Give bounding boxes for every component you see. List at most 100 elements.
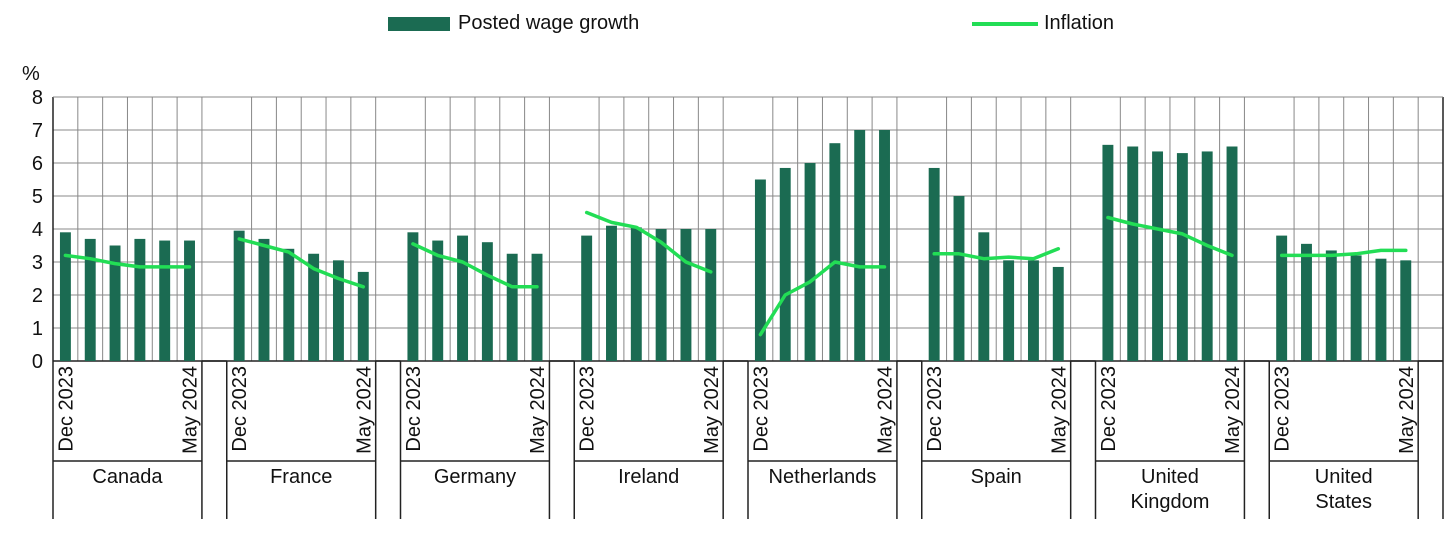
legend-label-inflation: Inflation <box>1044 12 1115 34</box>
bar-wage <box>1127 146 1139 361</box>
category-label: Ireland <box>618 466 679 488</box>
y-tick-label: 1 <box>32 318 43 340</box>
bar-wage <box>655 229 667 361</box>
x-tick-label: May 2024 <box>1222 366 1244 454</box>
line-inflation <box>932 247 1061 261</box>
bar-wage <box>879 130 890 361</box>
bar-wage <box>978 232 990 361</box>
category-label: Spain <box>971 466 1022 488</box>
category-label: Germany <box>434 466 516 488</box>
bar-wage <box>184 240 195 361</box>
bar-wage <box>59 232 71 361</box>
bar-wage <box>1052 266 1064 361</box>
x-tick-label: May 2024 <box>1048 366 1070 454</box>
line-inflation <box>758 260 887 337</box>
y-tick-label: 5 <box>32 186 43 208</box>
x-tick-label: May 2024 <box>353 366 375 454</box>
y-tick-label: 0 <box>32 351 43 373</box>
bar-wage <box>1201 151 1213 361</box>
x-tick-label: Dec 2023 <box>403 366 425 452</box>
line-inflation <box>584 210 713 274</box>
x-tick-label: May 2024 <box>875 366 897 454</box>
y-tick-label: 2 <box>32 285 43 307</box>
bar-wage <box>804 163 816 361</box>
bar-wage <box>134 238 146 361</box>
x-tick-label: Dec 2023 <box>750 366 772 452</box>
category-label: Canada <box>92 466 163 488</box>
bar-wage <box>1102 144 1114 361</box>
x-tick-label: Dec 2023 <box>924 366 946 452</box>
bar-wage <box>159 240 171 361</box>
bar-wage <box>481 242 493 361</box>
bar-wage <box>308 253 320 361</box>
line-inflation <box>1279 248 1408 258</box>
bar-wage <box>1176 153 1188 361</box>
category-label: Netherlands <box>769 466 877 488</box>
bar-wage <box>779 167 791 361</box>
y-tick-label: 6 <box>32 153 43 175</box>
bar-wage <box>1301 243 1312 361</box>
y-tick-label: 8 <box>32 87 43 109</box>
bar-wage <box>457 235 469 361</box>
y-tick-label: 3 <box>32 252 43 274</box>
x-tick-label: May 2024 <box>180 366 202 454</box>
line-inflation <box>1106 215 1234 258</box>
bar-wage <box>233 230 245 361</box>
x-tick-label: May 2024 <box>1396 366 1418 454</box>
x-tick-label: Dec 2023 <box>1098 366 1120 452</box>
bar-wage <box>854 130 866 361</box>
legend-item-inflation: Inflation <box>972 12 1114 35</box>
y-tick-label: 7 <box>32 120 43 142</box>
bar-wage <box>1152 151 1164 361</box>
bar-wage <box>407 232 419 361</box>
x-tick-label: Dec 2023 <box>577 366 599 452</box>
legend: Posted wage growth Inflation <box>0 8 1456 42</box>
x-tick-label: Dec 2023 <box>1272 366 1294 452</box>
bar-wage <box>606 225 617 361</box>
bar-wage <box>432 240 444 361</box>
bar-wage <box>630 227 642 361</box>
legend-item-wage: Posted wage growth <box>388 12 639 35</box>
line-inflation <box>63 253 192 269</box>
bar-wage <box>1375 258 1387 361</box>
x-tick-label: Dec 2023 <box>55 366 77 452</box>
category-label: States <box>1315 491 1372 513</box>
bar-wage <box>1350 255 1362 361</box>
bar-wage <box>680 229 692 361</box>
legend-label-wage: Posted wage growth <box>458 12 640 34</box>
bar-wage <box>258 238 270 361</box>
line-inflation <box>237 237 366 289</box>
bar-wage <box>705 229 717 361</box>
x-tick-label: Dec 2023 <box>229 366 251 452</box>
bar-wage <box>754 179 766 361</box>
legend-swatch-wage <box>388 16 450 31</box>
bar-wage <box>1027 260 1039 361</box>
category-label: France <box>270 466 332 488</box>
bar-wage <box>1400 260 1412 361</box>
bar-wage <box>953 196 965 361</box>
bar-wage <box>1003 260 1015 361</box>
bar-wage <box>1276 235 1288 361</box>
x-tick-label: May 2024 <box>527 366 549 454</box>
bar-wage <box>283 248 295 361</box>
bar-wage <box>581 235 593 361</box>
bar-wage <box>531 253 543 361</box>
bar-wage <box>332 260 344 361</box>
category-label: United <box>1315 466 1373 488</box>
bar-wage <box>357 271 369 361</box>
category-label: United <box>1141 466 1199 488</box>
bar-wage <box>928 167 940 361</box>
y-axis-label: % <box>22 63 40 85</box>
x-tick-label: May 2024 <box>701 366 723 454</box>
bar-wage <box>84 238 96 361</box>
category-label: Kingdom <box>1130 491 1209 513</box>
line-inflation <box>411 242 539 289</box>
bar-wage <box>506 253 518 361</box>
bar-wage <box>1325 250 1337 361</box>
bar-wage <box>829 143 841 361</box>
legend-swatch-inflation <box>972 21 1038 26</box>
bar-wage <box>109 245 121 361</box>
y-tick-label: 4 <box>32 219 43 241</box>
